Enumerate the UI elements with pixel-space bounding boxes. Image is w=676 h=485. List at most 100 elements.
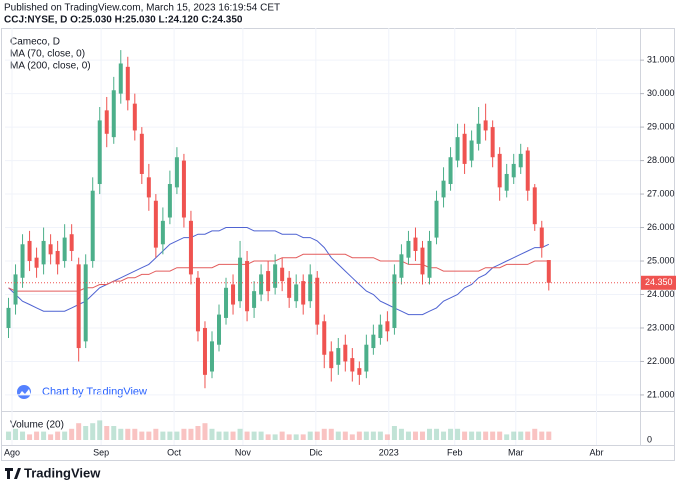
volume-bar [363, 431, 369, 440]
volume-bar [321, 428, 327, 440]
candle-body [322, 321, 327, 355]
candle-body [273, 264, 278, 288]
candle-body [441, 180, 446, 198]
candle-body [83, 264, 88, 342]
candle-body [97, 120, 102, 185]
symbol-line: CCJ:NYSE, D O:25.030 H:25.030 L:24.120 C… [4, 15, 243, 26]
candle-body [188, 220, 193, 275]
candle-body [483, 120, 488, 131]
candle-body [413, 237, 418, 251]
y-tick-label: 30.000 [647, 88, 675, 98]
candle-body [364, 344, 369, 372]
volume-bar [384, 434, 390, 440]
y-tick-label: 28.000 [647, 155, 675, 165]
volume-bar [125, 428, 131, 440]
candle-body [371, 334, 376, 349]
volume-bar [48, 434, 54, 440]
frame [1, 28, 675, 461]
candle-body [146, 177, 151, 198]
watermark-icon [17, 385, 31, 399]
volume-bar [244, 431, 250, 440]
volume-bar [174, 431, 180, 440]
legend-entry: MA (200, close, 0) [10, 61, 91, 72]
volume-bar [13, 428, 19, 440]
candle-body [287, 277, 292, 298]
chart-title: Cameco, D [10, 37, 60, 48]
candle-body [245, 261, 250, 312]
volume-bar [469, 431, 475, 440]
volume-bar [377, 431, 383, 440]
candle-body [41, 240, 46, 265]
candle-body [259, 274, 264, 295]
y-tick-label: 24.000 [647, 289, 675, 299]
x-tick-label: Nov [235, 447, 252, 457]
volume-bar [412, 431, 418, 440]
volume-bar [525, 431, 531, 440]
candle-body [525, 150, 530, 191]
volume-bar [511, 431, 517, 440]
candle-body [280, 267, 285, 282]
candle-body [385, 321, 390, 332]
x-tick-label: Dic [309, 447, 322, 457]
candle-body [125, 66, 130, 101]
y-tick-label: 26.000 [647, 222, 675, 232]
volume-bar [181, 428, 187, 440]
candle-body [546, 260, 551, 283]
candle-body [462, 133, 467, 164]
candle-body [217, 314, 222, 345]
volume-bar [104, 426, 110, 440]
legend-entry: MA (70, close, 0) [10, 49, 85, 60]
volume-bar [307, 431, 313, 440]
candle-body [294, 284, 299, 302]
volume-bar [90, 423, 96, 440]
volume-bar [518, 431, 524, 440]
candle-body [357, 368, 362, 375]
candle-body [167, 184, 172, 218]
candle-body [181, 160, 186, 218]
x-tick-label: Ago [4, 447, 20, 457]
candle-body [427, 240, 432, 278]
volume-bar [76, 423, 82, 440]
candle-body [455, 137, 460, 161]
candle-body [118, 63, 123, 94]
candle-body [27, 240, 32, 262]
volume-bar [34, 431, 40, 440]
volume-bar [398, 428, 404, 440]
watermark: Chart by TradingView [42, 386, 147, 398]
volume-bar [118, 428, 124, 440]
y-tick-label: 23.000 [647, 322, 675, 332]
volume-bar [490, 431, 496, 440]
y-tick-label: 29.000 [647, 121, 675, 131]
candle-body [252, 291, 257, 308]
volume-bar [97, 420, 103, 440]
y-tick-label: 25.000 [647, 255, 675, 265]
volume-bar [195, 426, 201, 440]
brand: TradingView [24, 465, 101, 480]
candle-body [308, 274, 313, 302]
volume-bar [6, 431, 12, 440]
candle-body [497, 153, 502, 188]
volume-bar [237, 428, 243, 440]
last-price-box [641, 275, 676, 290]
volume-bar [202, 423, 208, 440]
volume-tick-label: 0 [647, 434, 652, 444]
brand-logo [5, 468, 21, 479]
candle-body [539, 227, 544, 248]
x-tick-label: Abr [589, 447, 603, 457]
volume-bar [335, 431, 341, 440]
volume-bar [62, 431, 68, 440]
candle-body [160, 220, 165, 245]
candle-body [392, 274, 397, 328]
y-tick-label: 27.000 [647, 188, 675, 198]
candle-body [139, 133, 144, 174]
candle-body [6, 307, 11, 328]
volume-bar [146, 431, 152, 440]
volume-bar [55, 431, 61, 440]
volume-bar [265, 434, 271, 440]
volume-bar [251, 431, 257, 440]
candle-body [55, 250, 60, 265]
candle-body [399, 254, 404, 278]
volume-bar [419, 431, 425, 440]
candle-body [76, 264, 81, 349]
candle-body [490, 127, 495, 158]
